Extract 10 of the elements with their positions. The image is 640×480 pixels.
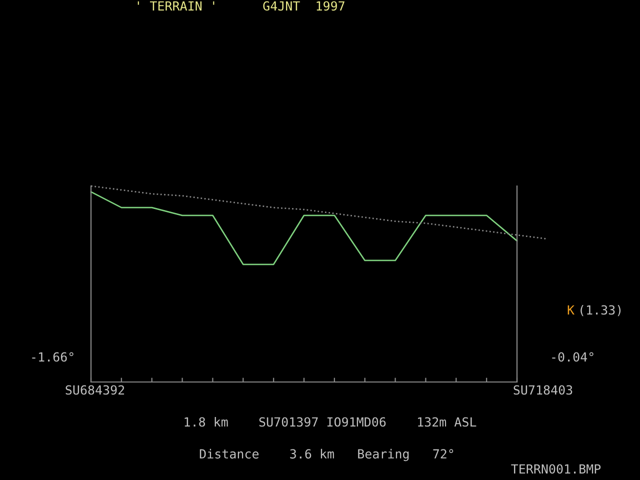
chart-title: ' TERRAIN ' G4JNT 1997 <box>138 1 344 11</box>
text: -1.66° <box>32 352 74 362</box>
text: K <box>568 305 574 314</box>
text: SU684392 <box>66 385 124 395</box>
text: Distance 3.6 km Bearing 72° <box>200 448 454 462</box>
annotation: -0.04° <box>552 352 594 362</box>
text: 1.8 km SU701397 IO91MD06 132m ASL <box>184 416 476 427</box>
text: SU718403 <box>514 385 572 395</box>
text: (1.33) <box>580 305 621 316</box>
text: TERRN001.BMP <box>511 464 601 474</box>
